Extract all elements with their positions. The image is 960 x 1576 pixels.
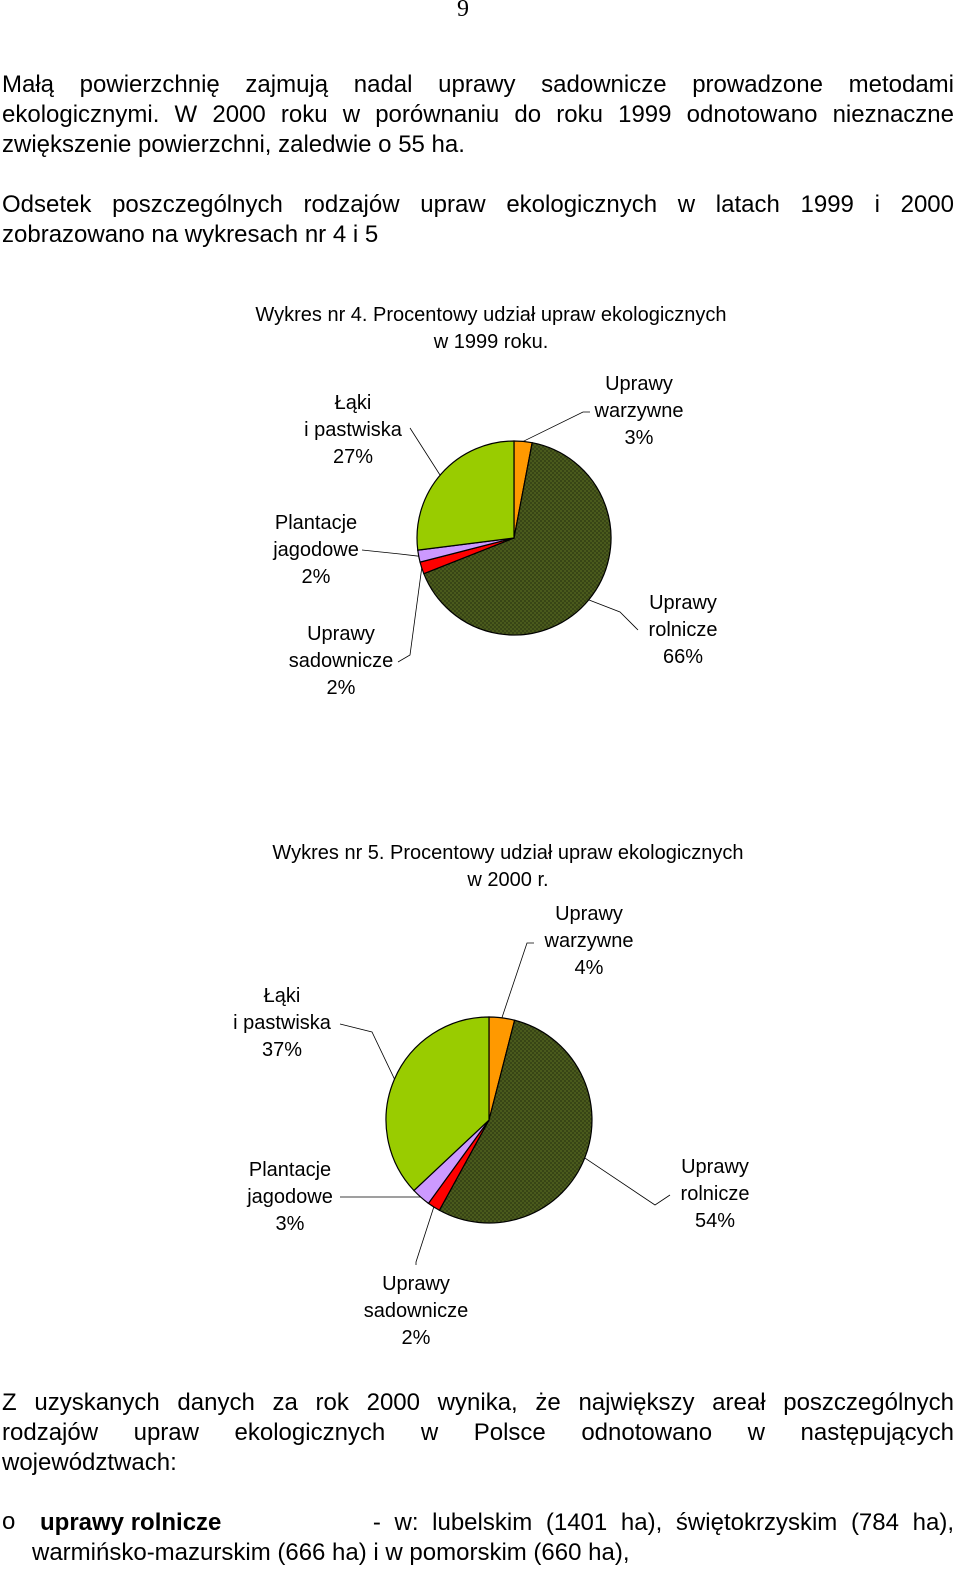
slice-name: warzywne xyxy=(544,930,634,952)
chart-5-title: Wykres nr 5. Procentowy udział upraw eko… xyxy=(240,840,776,894)
leader-line-3 xyxy=(361,549,419,557)
slice-name: Łąki xyxy=(334,392,372,414)
slice-name: sadownicze xyxy=(288,650,394,672)
slice-value: 3% xyxy=(275,1213,305,1235)
slice-name: jagodowe xyxy=(247,1186,333,1208)
bullet-term: uprawy rolnicze xyxy=(40,1509,222,1536)
paragraph-1: Małą powierzchnię zajmują nadal uprawy s… xyxy=(2,70,954,160)
slice-value: 4% xyxy=(574,957,604,979)
chart-4-label-rolnicze: Uprawy rolnicze 66% xyxy=(638,590,728,671)
chart-4-title: Wykres nr 4. Procentowy udział upraw eko… xyxy=(230,302,752,356)
bullet-text: - w: lubelskim (1401 ha), świętokrzyskim… xyxy=(372,1509,954,1536)
chart-4-label-laki: Łąki i pastwiska 27% xyxy=(296,390,410,471)
slice-name: i pastwiska xyxy=(233,1012,331,1034)
chart-5-label-sadownicze: Uprawy sadownicze 2% xyxy=(355,1271,477,1352)
page-number: 9 xyxy=(457,0,469,22)
slice-name: Uprawy xyxy=(307,623,375,645)
chart-4-label-warzywne: Uprawy warzywne 3% xyxy=(584,371,694,452)
paragraph-1-line: ekologicznymi. W 2000 roku w porównaniu … xyxy=(2,101,954,128)
slice-name: warzywne xyxy=(594,400,684,422)
chart-5-label-laki: Łąki i pastwiska 37% xyxy=(224,983,340,1064)
slice-value: 3% xyxy=(624,427,654,449)
leader-line-1 xyxy=(584,1157,671,1206)
slice-value: 2% xyxy=(401,1327,431,1349)
leader-line-2 xyxy=(397,567,423,663)
pie-slice-4 xyxy=(416,440,515,551)
paragraph-2-line: Odsetek poszczególnych rodzajów upraw ek… xyxy=(2,191,954,218)
slice-name: Uprawy xyxy=(681,1156,749,1178)
leader-line-0 xyxy=(501,942,534,1018)
slice-name: Łąki xyxy=(263,985,301,1007)
slice-name: rolnicze xyxy=(648,619,718,641)
chart-5-title-line: w 2000 r. xyxy=(467,869,549,891)
paragraph-2-line: zobrazowano na wykresach nr 4 i 5 xyxy=(2,221,379,248)
slice-name: sadownicze xyxy=(363,1300,469,1322)
slice-name: Uprawy xyxy=(382,1273,450,1295)
bullet-line-1: uprawy rolnicze - w: lubelskim (1401 ha)… xyxy=(40,1508,954,1538)
chart-5-label-warzywne: Uprawy warzywne 4% xyxy=(534,901,644,982)
slice-value: 2% xyxy=(301,566,331,588)
bullet-line-2: warmińsko-mazurskim (666 ha) i w pomorsk… xyxy=(32,1539,630,1566)
paragraph-3-line: rodzajów upraw ekologicznych w Polsce od… xyxy=(2,1419,954,1446)
slice-name: Plantacje xyxy=(274,512,358,534)
paragraph-1-line: zwiększenie powierzchni, zaledwie o 55 h… xyxy=(2,131,465,158)
chart-5-label-jagodowe: Plantacje jagodowe 3% xyxy=(236,1157,344,1238)
chart-5-label-rolnicze: Uprawy rolnicze 54% xyxy=(670,1154,760,1235)
leader-line-1 xyxy=(588,599,639,631)
slice-name: Uprawy xyxy=(649,592,717,614)
chart-4-label-jagodowe: Plantacje jagodowe 2% xyxy=(262,510,370,591)
slice-value: 27% xyxy=(332,446,374,468)
slice-name: Uprawy xyxy=(555,903,623,925)
chart-4-label-sadownicze: Uprawy sadownicze 2% xyxy=(280,621,402,702)
slice-name: Plantacje xyxy=(248,1159,332,1181)
chart-5-title-line: Wykres nr 5. Procentowy udział upraw eko… xyxy=(272,842,744,864)
slice-value: 2% xyxy=(326,677,356,699)
paragraph-3-line: województwach: xyxy=(2,1449,177,1476)
slice-name: Uprawy xyxy=(605,373,673,395)
pie-slice-4 xyxy=(385,1016,490,1192)
chart-4-title-line: w 1999 roku. xyxy=(433,331,549,353)
slice-name: i pastwiska xyxy=(304,419,402,441)
paragraph-2: Odsetek poszczególnych rodzajów upraw ek… xyxy=(2,190,954,250)
chart-4-title-line: Wykres nr 4. Procentowy udział upraw eko… xyxy=(255,304,727,326)
slice-value: 37% xyxy=(261,1039,303,1061)
leader-line-2 xyxy=(415,1206,435,1265)
slice-value: 54% xyxy=(694,1210,736,1232)
leader-line-4 xyxy=(409,427,442,476)
bullet-marker: o xyxy=(2,1508,16,1535)
paragraph-3-line: Z uzyskanych danych za rok 2000 wynika, … xyxy=(2,1389,954,1416)
paragraph-3: Z uzyskanych danych za rok 2000 wynika, … xyxy=(2,1388,954,1478)
slice-name: rolnicze xyxy=(680,1183,750,1205)
leader-line-4 xyxy=(339,1023,395,1080)
slice-name: jagodowe xyxy=(273,539,359,561)
paragraph-1-line: Małą powierzchnię zajmują nadal uprawy s… xyxy=(2,71,954,98)
slice-value: 66% xyxy=(662,646,704,668)
leader-line-0 xyxy=(522,411,590,442)
